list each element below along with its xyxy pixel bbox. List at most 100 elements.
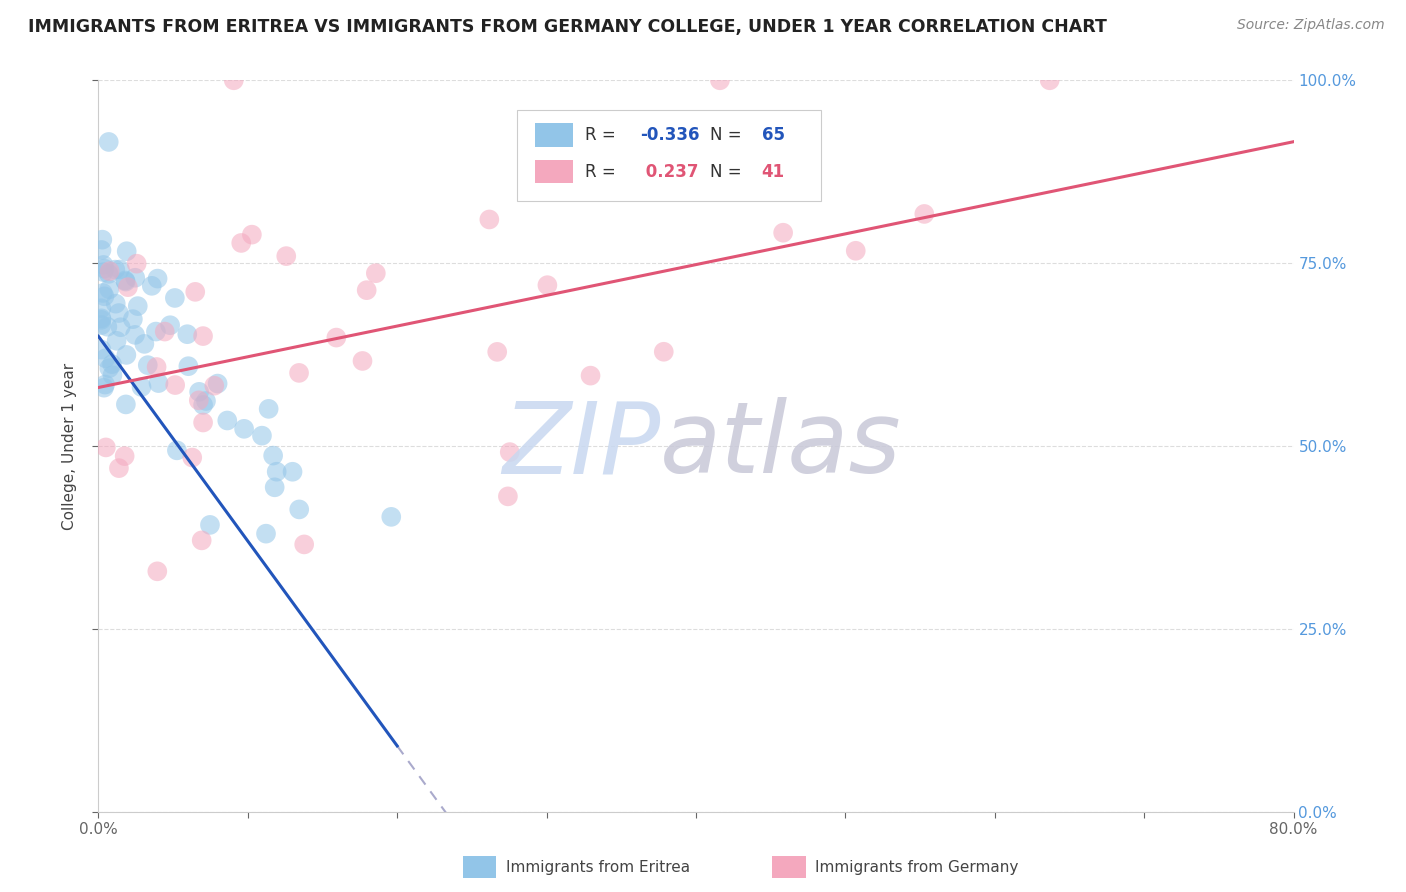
Point <box>177 359 200 374</box>
Text: IMMIGRANTS FROM ERITREA VS IMMIGRANTS FROM GERMANY COLLEGE, UNDER 1 YEAR CORRELA: IMMIGRANTS FROM ERITREA VS IMMIGRANTS FR… <box>28 18 1107 36</box>
Point <box>94 351 117 366</box>
Text: R =: R = <box>585 162 621 181</box>
Point <box>110 320 132 334</box>
Point <box>254 526 277 541</box>
Point <box>114 275 136 289</box>
Text: 41: 41 <box>762 162 785 181</box>
Point <box>125 257 148 271</box>
Point <box>108 262 131 277</box>
Point <box>97 135 120 149</box>
Point <box>325 330 347 344</box>
Point <box>772 226 794 240</box>
Point <box>131 380 153 394</box>
Point <box>108 461 131 475</box>
Point <box>496 489 519 503</box>
Text: Source: ZipAtlas.com: Source: ZipAtlas.com <box>1237 18 1385 32</box>
Point <box>146 271 169 285</box>
Text: ZIP: ZIP <box>502 398 661 494</box>
Point <box>104 296 127 310</box>
Point <box>187 393 209 408</box>
Point <box>124 270 146 285</box>
Point <box>98 264 121 278</box>
Point <box>127 299 149 313</box>
Point <box>90 343 112 357</box>
Point <box>478 212 501 227</box>
Point <box>773 136 796 150</box>
Point <box>165 378 187 392</box>
Point <box>190 533 212 548</box>
Point <box>709 73 731 87</box>
Point <box>486 344 509 359</box>
Point <box>652 344 675 359</box>
Point <box>181 450 204 465</box>
Point <box>188 384 211 399</box>
Point <box>288 366 311 380</box>
Point <box>191 398 214 412</box>
Point <box>141 278 163 293</box>
Y-axis label: College, Under 1 year: College, Under 1 year <box>62 362 77 530</box>
Point <box>222 73 245 87</box>
Point <box>101 368 124 383</box>
Point <box>579 368 602 383</box>
Point <box>845 244 868 258</box>
Point <box>91 233 114 247</box>
Point <box>115 397 138 411</box>
Point <box>108 306 131 320</box>
Point <box>263 480 285 494</box>
Text: R =: R = <box>585 126 621 145</box>
Point <box>90 318 112 332</box>
Text: -0.336: -0.336 <box>640 126 699 145</box>
Text: atlas: atlas <box>661 398 901 494</box>
Point <box>281 465 304 479</box>
Point <box>145 325 167 339</box>
Point <box>380 509 402 524</box>
Point <box>117 280 139 294</box>
Point <box>176 327 198 342</box>
Point <box>97 267 120 281</box>
Point <box>166 443 188 458</box>
Point <box>912 207 935 221</box>
Point <box>101 357 124 371</box>
Point <box>91 285 114 300</box>
Point <box>153 325 176 339</box>
Point <box>93 381 115 395</box>
Point <box>163 291 186 305</box>
Point <box>145 359 167 374</box>
Point <box>352 354 374 368</box>
Text: Immigrants from Eritrea: Immigrants from Eritrea <box>506 860 690 874</box>
Point <box>276 249 298 263</box>
Point <box>90 311 112 326</box>
Text: N =: N = <box>710 126 747 145</box>
FancyBboxPatch shape <box>517 110 821 201</box>
Point <box>96 319 118 334</box>
Point <box>262 449 284 463</box>
Point <box>90 243 112 257</box>
Point <box>94 377 117 392</box>
Point <box>198 517 221 532</box>
Text: N =: N = <box>710 162 747 181</box>
Point <box>231 235 253 250</box>
Point <box>195 394 218 409</box>
Point <box>146 564 169 578</box>
Point <box>233 422 256 436</box>
Point <box>94 441 117 455</box>
Point <box>90 313 112 327</box>
Point <box>90 301 112 316</box>
Point <box>93 289 115 303</box>
Point <box>98 361 121 376</box>
Point <box>93 258 115 272</box>
Point <box>148 376 170 390</box>
FancyBboxPatch shape <box>534 123 572 147</box>
Point <box>292 537 315 551</box>
Point <box>136 358 159 372</box>
Point <box>93 265 115 279</box>
Point <box>114 449 136 463</box>
Point <box>104 262 127 277</box>
Point <box>217 413 239 427</box>
Text: Immigrants from Germany: Immigrants from Germany <box>815 860 1019 874</box>
Point <box>191 416 214 430</box>
Point <box>134 337 156 351</box>
Point <box>184 285 207 299</box>
Text: 65: 65 <box>762 126 785 145</box>
Point <box>93 261 115 276</box>
